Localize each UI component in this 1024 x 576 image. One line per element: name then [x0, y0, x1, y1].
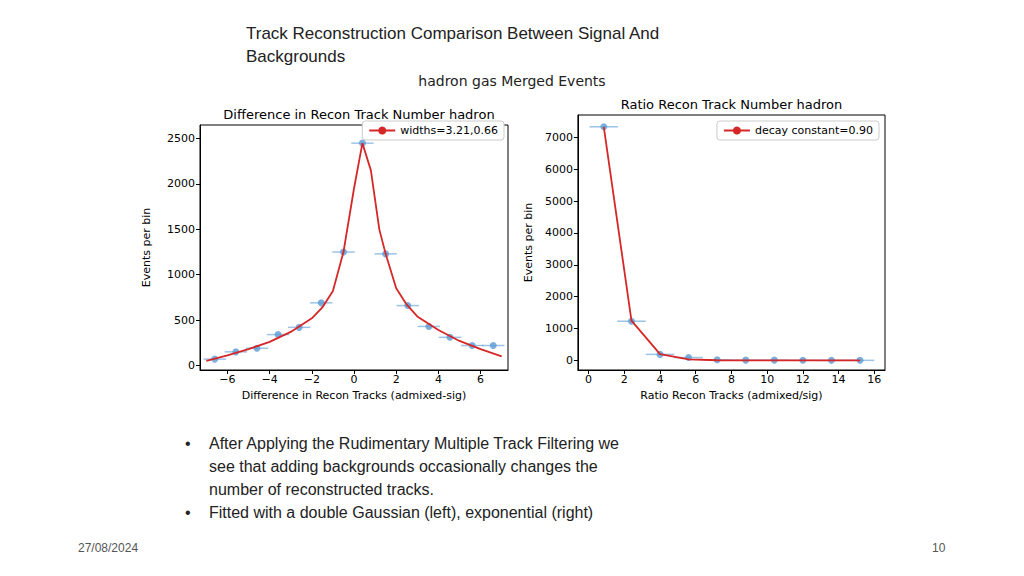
- svg-text:12: 12: [796, 373, 810, 386]
- svg-text:4: 4: [657, 373, 664, 386]
- svg-text:decay constant=0.90: decay constant=0.90: [755, 124, 873, 137]
- svg-text:2: 2: [393, 373, 400, 386]
- svg-text:14: 14: [832, 373, 846, 386]
- svg-text:8: 8: [728, 373, 735, 386]
- svg-text:2000: 2000: [545, 290, 573, 303]
- svg-text:1000: 1000: [545, 322, 573, 335]
- svg-text:10: 10: [760, 373, 774, 386]
- svg-text:0: 0: [351, 373, 358, 386]
- svg-text:0: 0: [585, 373, 592, 386]
- svg-text:Ratio Recon Tracks (admixed/si: Ratio Recon Tracks (admixed/sig): [640, 389, 822, 402]
- svg-text:Difference in Recon Tracks (ad: Difference in Recon Tracks (admixed-sig): [242, 389, 467, 402]
- svg-text:0: 0: [188, 359, 195, 372]
- svg-text:1500: 1500: [167, 223, 195, 236]
- svg-text:−4: −4: [262, 373, 278, 386]
- svg-text:2: 2: [621, 373, 628, 386]
- html-text:hadron gas Merged Events: hadron gas Merged Events: [418, 73, 606, 89]
- svg-text:Ratio Recon Track Number hadro: Ratio Recon Track Number hadron: [621, 97, 843, 112]
- html-text:Fitted with a double Gaussian: Fitted with a double Gaussian (left), ex…: [209, 504, 594, 521]
- svg-text:7000: 7000: [545, 131, 573, 144]
- svg-text:6: 6: [477, 373, 484, 386]
- svg-text:1000: 1000: [167, 268, 195, 281]
- html-text:10: 10: [932, 541, 946, 555]
- svg-text:6000: 6000: [545, 163, 573, 176]
- svg-text:4000: 4000: [545, 226, 573, 239]
- svg-text:6: 6: [692, 373, 699, 386]
- svg-text:Difference in Recon Track Numb: Difference in Recon Track Number hadron: [223, 107, 494, 122]
- svg-text:−6: −6: [219, 373, 235, 386]
- svg-text:2500: 2500: [167, 132, 195, 145]
- html-text:Track Reconstruction Compariso: Track Reconstruction Comparison Between …: [246, 24, 660, 66]
- svg-text:5000: 5000: [545, 195, 573, 208]
- html-text:After Applying the Rudimentary: After Applying the Rudimentary Multiple …: [209, 435, 619, 498]
- svg-text:Events per bin: Events per bin: [522, 203, 535, 283]
- svg-text:16: 16: [867, 373, 881, 386]
- svg-text:widths=3.21,0.66: widths=3.21,0.66: [400, 124, 498, 137]
- svg-text:−2: −2: [304, 373, 320, 386]
- svg-text:500: 500: [174, 314, 195, 327]
- svg-text:0: 0: [566, 354, 573, 367]
- svg-text:3000: 3000: [545, 258, 573, 271]
- svg-text:Events per bin: Events per bin: [140, 208, 153, 288]
- svg-text:4: 4: [435, 373, 442, 386]
- svg-text:2000: 2000: [167, 177, 195, 190]
- html-text:27/08/2024: 27/08/2024: [78, 541, 139, 555]
